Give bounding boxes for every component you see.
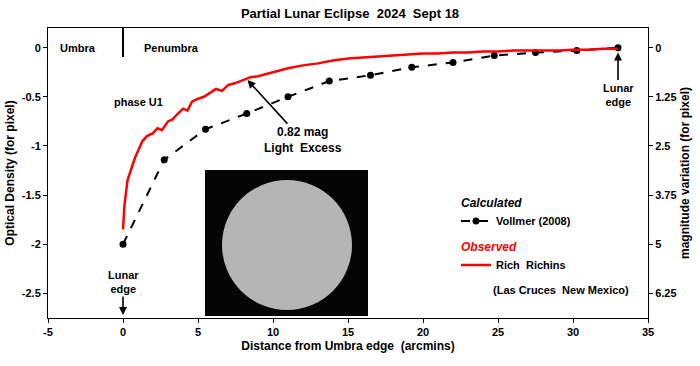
svg-text:Vollmer (2008): Vollmer (2008) — [496, 215, 571, 227]
svg-text:Umbra: Umbra — [60, 42, 96, 54]
svg-text:15: 15 — [342, 326, 354, 338]
svg-text:-1.5: -1.5 — [22, 189, 41, 201]
svg-text:Partial Lunar Eclipse 2024 S: Partial Lunar Eclipse 2024 Sept 18 — [241, 6, 459, 21]
svg-text:Rich Richins: Rich Richins — [496, 259, 566, 271]
svg-text:Optical Density (for pixel): Optical Density (for pixel) — [3, 100, 17, 245]
svg-text:Penumbra: Penumbra — [144, 42, 199, 54]
svg-text:35: 35 — [642, 326, 654, 338]
svg-text:25: 25 — [492, 326, 504, 338]
svg-text:Observed: Observed — [461, 240, 517, 254]
svg-text:5: 5 — [655, 238, 661, 250]
svg-text:Calculated: Calculated — [461, 196, 522, 210]
svg-text:1.25: 1.25 — [655, 91, 676, 103]
svg-text:20: 20 — [417, 326, 429, 338]
svg-text:3.75: 3.75 — [655, 189, 676, 201]
svg-text:6.25: 6.25 — [655, 287, 676, 299]
svg-text:Lunaredge: Lunaredge — [603, 82, 634, 108]
svg-text:5: 5 — [195, 326, 201, 338]
svg-text:-1: -1 — [31, 140, 41, 152]
svg-text:phase U1: phase U1 — [114, 96, 163, 108]
svg-text:0: 0 — [120, 326, 126, 338]
svg-text:2.5: 2.5 — [655, 140, 670, 152]
svg-text:-0.5: -0.5 — [22, 91, 41, 103]
svg-text:magnitude variation (for pixel: magnitude variation (for pixel) — [678, 87, 692, 259]
svg-text:30: 30 — [567, 326, 579, 338]
svg-text:Distance from Umbra edge (arc: Distance from Umbra edge (arcmins) — [241, 339, 454, 353]
svg-text:0: 0 — [35, 42, 41, 54]
svg-text:-2.5: -2.5 — [22, 287, 41, 299]
svg-text:0: 0 — [655, 42, 661, 54]
svg-text:Lunaredge: Lunaredge — [108, 269, 139, 295]
svg-text:10: 10 — [267, 326, 279, 338]
svg-text:-5: -5 — [43, 326, 53, 338]
svg-text:(Las Cruces New Mexico): (Las Cruces New Mexico) — [493, 284, 629, 296]
svg-text:0.82 magLight Excess: 0.82 magLight Excess — [264, 125, 342, 155]
svg-text:-2: -2 — [31, 238, 41, 250]
